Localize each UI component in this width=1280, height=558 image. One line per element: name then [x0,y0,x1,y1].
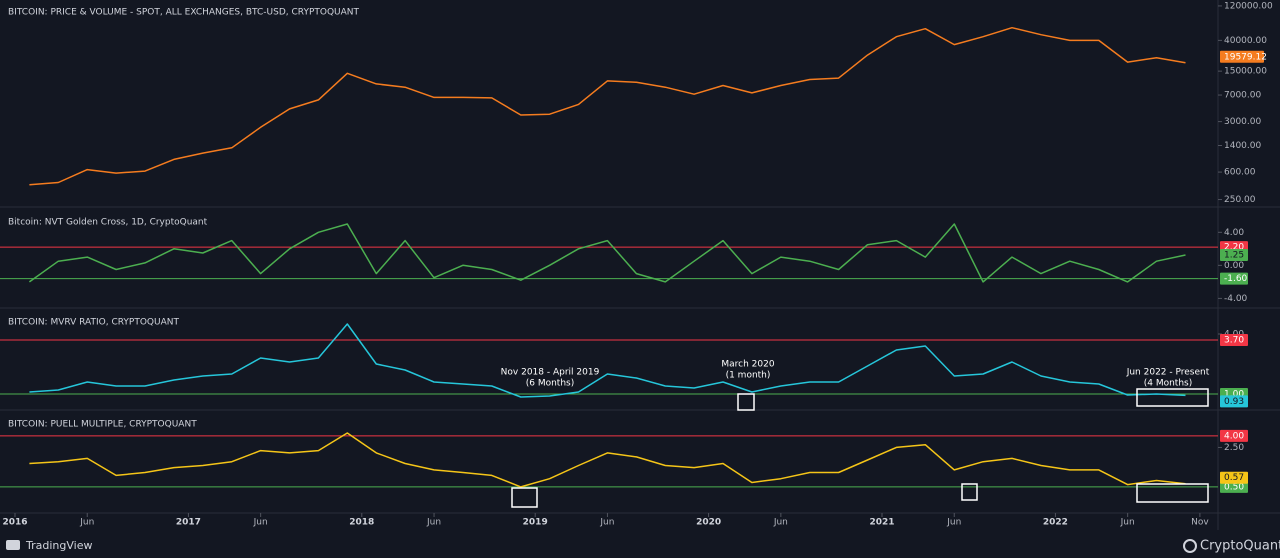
footer-left: TradingView [25,539,92,552]
x-tick-label: Jun [946,518,961,528]
y-tick-label: 2.50 [1224,443,1244,453]
annotation: (1 month) [726,371,771,381]
logo-icon [6,540,20,550]
series-line [29,26,1186,186]
highlight-box [737,393,755,411]
last-value-label: 0.93 [1224,397,1244,407]
annotation: (4 Months) [1144,379,1193,389]
reference-label-box [1220,480,1248,493]
reference-label: 3.70 [1224,336,1244,346]
panel-title: BITCOIN: PUELL MULTIPLE, CRYPTOQUANT [8,420,197,430]
y-tick-label: 3000.00 [1224,117,1261,127]
series-line [29,323,1186,398]
reference-label: 0.50 [1224,482,1244,492]
cryptoquant-logo: CryptoQuant [1183,539,1280,554]
last-value-box [1220,395,1248,408]
x-tick-label: Jun [1120,518,1135,528]
y-tick-label: 250.00 [1224,195,1256,205]
x-tick-label: Jun [426,518,441,528]
x-tick-label: Jun [253,518,268,528]
y-tick-label: 120000.00 [1224,1,1273,11]
annotation: Jun 2022 - Present [1126,368,1210,378]
reference-label: 2.20 [1224,243,1244,253]
panel-title: BITCOIN: PRICE & VOLUME - SPOT, ALL EXCH… [8,8,360,18]
highlight-box [511,487,538,508]
y-tick-label: -4.00 [1224,294,1248,304]
x-tick-label: 2016 [2,518,27,528]
tradingview-logo: TradingView [6,539,92,552]
series-line [29,432,1186,488]
reference-label: 4.00 [1224,431,1244,441]
reference-label-box [1220,272,1248,285]
last-value-box [1220,249,1248,262]
y-tick-label: 4.00 [1224,228,1244,238]
reference-label: 1.00 [1224,390,1244,400]
x-tick-label: 2021 [869,518,894,528]
x-tick-label: 2018 [349,518,374,528]
last-value-box [1220,471,1248,484]
y-tick-label: 600.00 [1224,168,1256,178]
annotation: March 2020 [721,360,774,370]
panel-title: Bitcoin: NVT Golden Cross, 1D, CryptoQua… [8,218,208,228]
y-tick-label: 0.00 [1224,261,1244,271]
x-tick-label: Jun [773,518,788,528]
reference-label-box [1220,429,1248,442]
reference-label: -1.60 [1224,274,1248,284]
x-tick-label: 2020 [696,518,721,528]
logo-icon [1183,539,1197,553]
series-line [28,223,1186,283]
reference-label-box [1220,334,1248,346]
x-tick-label: 2019 [523,518,548,528]
highlight-box [1136,483,1209,503]
y-tick-label: 1400.00 [1224,141,1261,151]
highlight-box [961,483,978,501]
footer-right: CryptoQuant [1200,539,1280,554]
y-tick-label: 40000.00 [1224,36,1267,46]
highlight-box [1136,388,1209,407]
last-value-label: 19579.12 [1224,52,1267,62]
last-value-box [1220,50,1264,63]
last-value-label: 0.57 [1224,473,1244,483]
x-tick-label: Jun [79,518,94,528]
x-tick-label: 2017 [176,518,201,528]
panel-title: BITCOIN: MVRV RATIO, CRYPTOQUANT [8,318,179,328]
y-tick-label: 7000.00 [1224,91,1261,101]
x-tick-label: 2022 [1043,518,1068,528]
x-tick-label: Jun [599,518,614,528]
y-tick-label: 15000.00 [1224,67,1267,77]
annotation: Nov 2018 - April 2019 [501,368,600,378]
x-tick-label: Nov [1191,518,1209,528]
annotation: (6 Months) [526,379,575,389]
last-value-label: 1.25 [1224,251,1244,261]
